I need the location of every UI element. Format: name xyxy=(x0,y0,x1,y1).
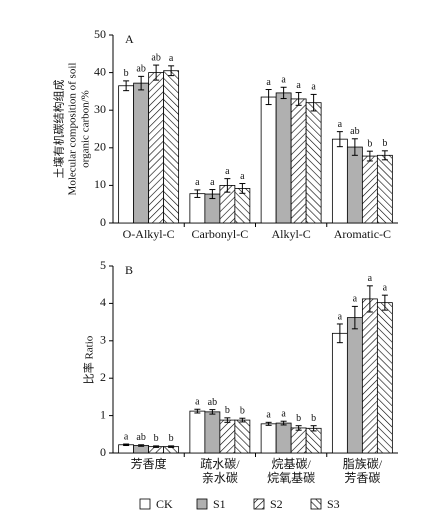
bar xyxy=(290,427,307,454)
significance-letter: a xyxy=(311,82,316,93)
bar xyxy=(118,85,135,224)
x-tick-label: 亲水碳 xyxy=(202,471,238,485)
y-tick-label: 4 xyxy=(100,295,106,309)
bar xyxy=(376,302,393,454)
y-tick-label: 3 xyxy=(100,333,106,347)
y-tick-label: 10 xyxy=(94,177,106,191)
significance-letter: a xyxy=(266,410,271,421)
bar xyxy=(204,411,221,454)
x-tick-label: Carbonyl-C xyxy=(192,227,249,241)
significance-letter: b xyxy=(311,413,316,424)
bar xyxy=(275,422,292,454)
significance-letter: b xyxy=(367,138,372,149)
panel-label: B xyxy=(125,263,133,277)
legend-label: S1 xyxy=(213,497,226,511)
bar xyxy=(331,332,348,454)
significance-letter: ab xyxy=(350,126,359,137)
significance-letter: a xyxy=(169,53,174,64)
significance-letter: ab xyxy=(136,64,145,75)
bar xyxy=(376,154,393,224)
x-tick-label: 芳香度 xyxy=(131,456,167,471)
x-tick-label: Alkyl-C xyxy=(271,227,310,241)
significance-letter: a xyxy=(281,409,286,420)
y-tick-label: 20 xyxy=(94,140,106,154)
bar xyxy=(163,70,180,224)
y-axis-label: 土壤有机碳结构组成 xyxy=(52,80,66,179)
bar xyxy=(189,193,206,224)
x-tick-label: 烷基碳/ xyxy=(271,457,311,471)
bar xyxy=(361,298,378,454)
significance-letter: a xyxy=(210,177,215,188)
y-tick-label: 5 xyxy=(100,258,106,272)
y-tick-label: 30 xyxy=(94,102,106,116)
bar xyxy=(290,98,307,224)
bar xyxy=(260,96,277,224)
legend-swatch xyxy=(196,498,208,510)
x-tick-label: 芳香碳 xyxy=(344,471,380,485)
bar xyxy=(346,146,363,224)
x-tick-label: 疏水碳/ xyxy=(200,456,240,471)
legend-label: CK xyxy=(156,497,173,511)
y-axis-label: organic carbon/% xyxy=(80,90,92,168)
significance-letter: a xyxy=(124,431,129,442)
significance-letter: ab xyxy=(136,432,145,443)
bar xyxy=(331,138,348,224)
legend-swatch xyxy=(139,498,151,510)
y-tick-label: 0 xyxy=(100,215,106,229)
bar xyxy=(148,72,165,224)
significance-letter: b xyxy=(154,433,159,444)
y-tick-label: 2 xyxy=(100,370,106,384)
legend-swatch xyxy=(310,498,322,510)
y-tick-label: 40 xyxy=(94,64,106,78)
significance-letter: a xyxy=(195,177,200,188)
significance-letter: b xyxy=(124,68,129,79)
significance-letter: a xyxy=(353,294,358,305)
significance-letter: b xyxy=(225,405,230,416)
y-axis-label: Molecular composition of soil xyxy=(67,63,79,196)
y-tick-label: 1 xyxy=(100,407,106,421)
bar xyxy=(346,317,363,454)
legend-swatch xyxy=(253,498,265,510)
bar xyxy=(275,92,292,224)
significance-letter: a xyxy=(338,119,343,130)
significance-letter: ab xyxy=(208,397,217,408)
significance-letter: b xyxy=(296,413,301,424)
significance-letter: ab xyxy=(151,52,160,63)
y-axis-label: 比率 Ratio xyxy=(82,335,96,384)
significance-letter: b xyxy=(382,138,387,149)
legend-label: S3 xyxy=(327,497,340,511)
significance-letter: a xyxy=(240,171,245,182)
x-tick-label: O-Alkyl-C xyxy=(123,227,175,241)
significance-letter: a xyxy=(338,311,343,322)
bar xyxy=(189,410,206,454)
bar xyxy=(219,419,236,454)
panel-label: A xyxy=(125,32,134,46)
bar xyxy=(305,427,322,454)
significance-letter: b xyxy=(169,433,174,444)
significance-letter: a xyxy=(368,273,373,284)
significance-letter: a xyxy=(195,397,200,408)
x-tick-label: 脂族碳/ xyxy=(343,456,383,471)
y-tick-label: 0 xyxy=(100,445,106,459)
y-tick-label: 50 xyxy=(94,27,106,41)
bar xyxy=(133,82,150,224)
bar xyxy=(305,102,322,224)
significance-letter: a xyxy=(281,75,286,86)
x-tick-label: Aromatic-C xyxy=(334,227,391,241)
bar xyxy=(361,155,378,224)
significance-letter: b xyxy=(240,406,245,417)
legend-label: S2 xyxy=(270,497,283,511)
significance-letter: a xyxy=(225,166,230,177)
significance-letter: a xyxy=(296,80,301,91)
bar xyxy=(234,419,251,454)
significance-letter: a xyxy=(266,77,271,88)
significance-letter: a xyxy=(383,282,388,293)
bar xyxy=(260,423,277,454)
x-tick-label: 烷氧基碳 xyxy=(267,471,315,485)
